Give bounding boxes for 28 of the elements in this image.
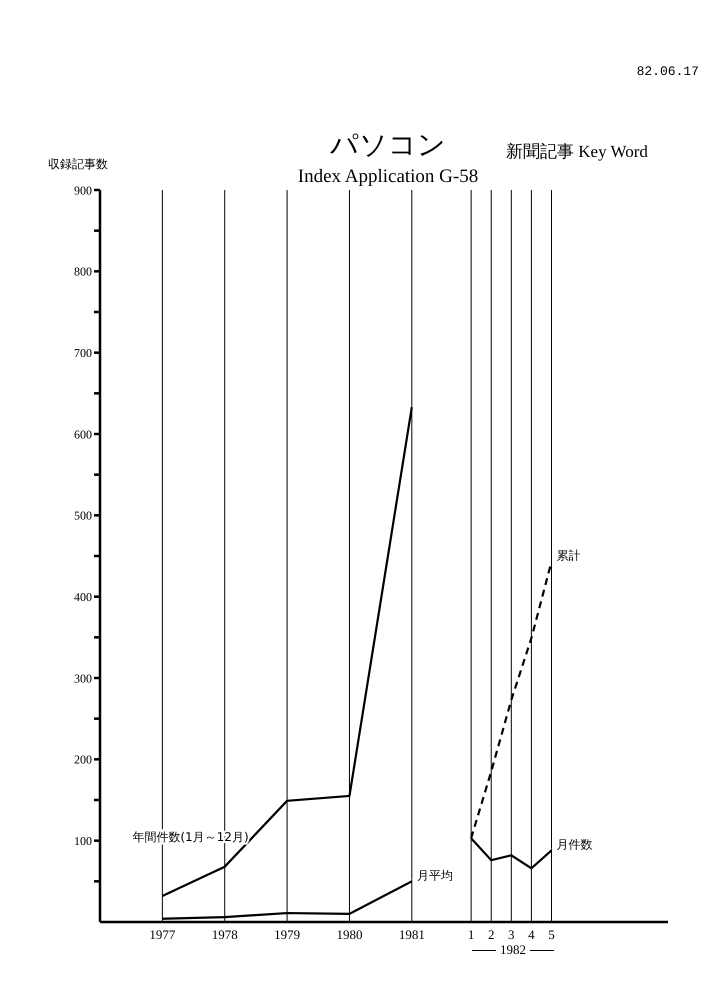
x-tick-label: 5	[548, 927, 555, 942]
x-tick-label: 1979	[274, 927, 300, 942]
y-tick-label: 300	[74, 671, 92, 686]
y-tick-label: 600	[74, 427, 92, 442]
x-tick-label: 1	[468, 927, 474, 942]
series-label: 月件数	[556, 837, 592, 852]
y-tick-label: 100	[74, 834, 92, 848]
y-tick-label: 800	[74, 264, 92, 279]
series-label: 月平均	[416, 868, 453, 882]
x-tick-label: 1981	[398, 927, 425, 942]
x-tick-label: 3	[508, 927, 515, 942]
text: 82.06.17	[636, 64, 699, 79]
series-label: 累計	[556, 548, 580, 563]
y-tick-label: 900	[74, 183, 92, 198]
x-axis-title: 1982	[500, 942, 526, 958]
y-tick-label: 400	[74, 590, 92, 604]
y-tick-label: 500	[74, 508, 92, 523]
x-tick-label: 4	[528, 927, 536, 942]
x-tick-label: 2	[488, 927, 494, 942]
x-tick-label: 1977	[149, 927, 176, 942]
y-tick-label: 200	[74, 752, 92, 767]
chart-subtitle: Index Application G-58	[296, 166, 480, 188]
x-tick-label: 1980	[336, 927, 362, 942]
chart-title: パソコン	[330, 128, 446, 161]
y-axis-title: 収録記事数	[48, 156, 108, 173]
x-tick-label: 1978	[212, 927, 238, 942]
text: 新聞記事 Key Word	[506, 141, 648, 163]
y-tick-label: 700	[74, 346, 92, 360]
